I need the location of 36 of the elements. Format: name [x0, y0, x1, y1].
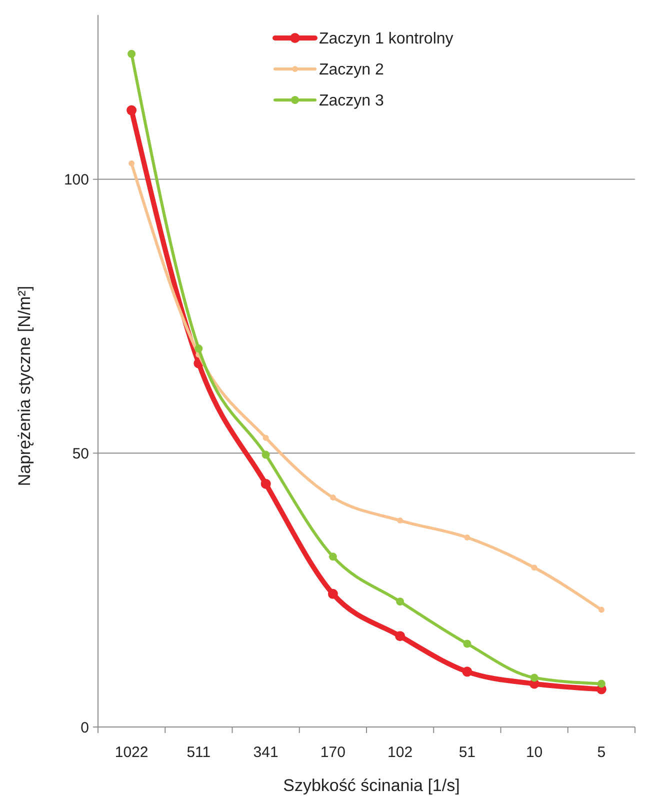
x-tick-label: 341	[253, 744, 278, 761]
point	[126, 105, 137, 116]
point	[128, 160, 135, 166]
point	[462, 666, 472, 677]
point	[194, 344, 203, 353]
y-tick-label: 0	[80, 719, 89, 736]
point	[330, 494, 336, 501]
point	[260, 478, 271, 489]
point	[328, 588, 338, 599]
legend-label: Zaczyn 2	[319, 62, 384, 79]
point	[262, 450, 270, 459]
point	[530, 674, 538, 682]
x-tick-label: 5	[597, 744, 606, 761]
point	[598, 606, 604, 613]
point	[531, 564, 538, 571]
x-axis-title: Szybkość ścinania [1/s]	[283, 776, 460, 795]
point	[128, 50, 136, 58]
x-tick-label: 51	[458, 744, 476, 761]
x-tick-label: 10	[526, 744, 543, 761]
y-axis-title: Naprężenia styczne [N/m²]	[15, 286, 34, 486]
point	[464, 534, 470, 540]
x-tick-label: 170	[320, 744, 346, 761]
point	[262, 434, 269, 441]
x-tick-label: 1022	[114, 744, 148, 761]
x-tick-label: 511	[186, 744, 211, 761]
point	[463, 640, 472, 648]
legend-label: Zaczyn 3	[319, 92, 384, 110]
y-tick-label: 50	[72, 445, 89, 462]
point	[396, 598, 404, 606]
legend-label: Zaczyn 1 kontrolny	[319, 30, 454, 48]
point	[597, 680, 606, 688]
point	[328, 552, 337, 561]
point	[395, 631, 406, 642]
point	[397, 518, 404, 524]
x-tick-label: 102	[388, 744, 413, 761]
y-tick-label: 100	[64, 172, 89, 189]
